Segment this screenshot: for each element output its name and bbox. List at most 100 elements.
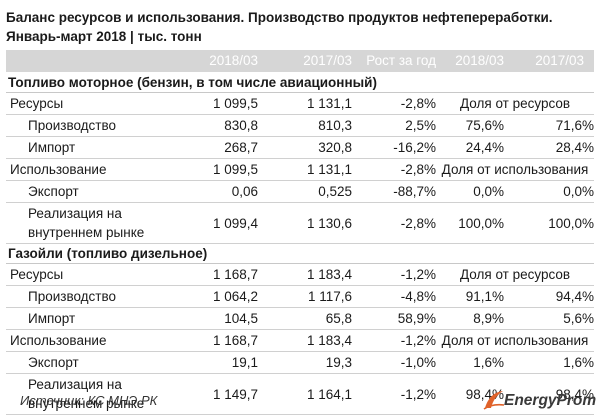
value-2017: 1 183,4 xyxy=(258,263,352,286)
growth-value: -1,2% xyxy=(352,263,436,286)
table-row: Экспорт 0,06 0,525 -88,7% 0,0% 0,0% xyxy=(6,180,595,203)
growth-value: 58,9% xyxy=(352,307,436,330)
value-2018: 1 099,4 xyxy=(156,202,258,244)
col-header-growth: Рост за год xyxy=(366,53,436,68)
row-label: Использование xyxy=(6,158,156,181)
table-row: Ресурсы 1 099,5 1 131,1 -2,8% Доля от ре… xyxy=(6,92,595,115)
row-label: Экспорт xyxy=(6,180,156,203)
growth-value: -2,8% xyxy=(352,92,436,115)
share-2018: 1,6% xyxy=(436,351,504,374)
row-label: Реализация на внутреннем рынке xyxy=(6,202,156,244)
source-note: Источник: КС МНЭ РК xyxy=(20,393,158,408)
energyprom-logo: EnergyProm xyxy=(482,386,597,414)
value-2017: 1 117,6 xyxy=(258,285,352,308)
col-header-share-2017: 2017/03 xyxy=(535,53,584,68)
value-2017: 65,8 xyxy=(258,307,352,330)
table-row: Экспорт 19,1 19,3 -1,0% 1,6% 1,6% xyxy=(6,351,595,374)
share-2018: 0,0% xyxy=(436,180,504,203)
row-label-line-1: Реализация на xyxy=(28,206,122,221)
share-2017: 71,6% xyxy=(504,114,595,137)
table-row: Использование 1 168,7 1 183,4 -1,2% Доля… xyxy=(6,329,595,352)
row-label: Импорт xyxy=(6,136,156,159)
value-2018: 1 099,5 xyxy=(156,158,258,181)
title-line-2: Январь-март 2018 | тыс. тонн xyxy=(6,29,202,44)
share-label: Доля от использования xyxy=(436,329,595,352)
value-2017: 19,3 xyxy=(258,351,352,374)
share-label: Доля от использования xyxy=(436,158,595,181)
row-label-line-2: внутреннем рынке xyxy=(28,225,145,240)
table-row: Импорт 268,7 320,8 -16,2% 24,4% 28,4% xyxy=(6,136,595,159)
share-2018: 24,4% xyxy=(436,136,504,159)
row-label: Реализация на внутреннем рынке xyxy=(6,373,156,415)
balance-table: Топливо моторное (бензин, в том числе ав… xyxy=(6,73,595,415)
footer: Источник: КС МНЭ РК EnergyProm xyxy=(0,386,600,416)
value-2018: 104,5 xyxy=(156,307,258,330)
row-label: Производство xyxy=(6,114,156,137)
share-2017: 94,4% xyxy=(504,285,595,308)
growth-value: -16,2% xyxy=(352,136,436,159)
growth-value: -2,8% xyxy=(352,202,436,244)
title-line-1: Баланс ресурсов и использования. Произво… xyxy=(6,10,553,25)
chart-title: Баланс ресурсов и использования. Произво… xyxy=(6,8,594,46)
value-2017: 320,8 xyxy=(258,136,352,159)
share-2017: 100,0% xyxy=(504,202,595,244)
row-label: Производство xyxy=(6,285,156,308)
value-2018: 830,8 xyxy=(156,114,258,137)
row-label-line-1: Реализация на xyxy=(28,377,122,392)
share-2018: 91,1% xyxy=(436,285,504,308)
value-2017: 1 131,1 xyxy=(258,158,352,181)
growth-value: -2,8% xyxy=(352,158,436,181)
share-2018: 8,9% xyxy=(436,307,504,330)
growth-value: 2,5% xyxy=(352,114,436,137)
section-header: Газойли (топливо дизельное) xyxy=(6,243,595,264)
value-2018: 1 099,5 xyxy=(156,92,258,115)
value-2018: 19,1 xyxy=(156,351,258,374)
value-2017: 1 131,1 xyxy=(258,92,352,115)
table-row: Производство 1 064,2 1 117,6 -4,8% 91,1%… xyxy=(6,285,595,308)
share-2017: 28,4% xyxy=(504,136,595,159)
logo-swoosh-icon xyxy=(483,391,505,410)
value-2018: 1 149,7 xyxy=(156,373,258,415)
share-label: Доля от ресурсов xyxy=(436,92,595,115)
value-2018: 1 064,2 xyxy=(156,285,258,308)
share-2017: 0,0% xyxy=(504,180,595,203)
column-header-bar: 2018/03 2017/03 Рост за год 2018/03 2017… xyxy=(6,50,594,72)
section-header: Топливо моторное (бензин, в том числе ав… xyxy=(6,73,595,93)
value-2018: 268,7 xyxy=(156,136,258,159)
share-2018: 100,0% xyxy=(436,202,504,244)
row-label: Экспорт xyxy=(6,351,156,374)
growth-value: -88,7% xyxy=(352,180,436,203)
section-title: Топливо моторное (бензин, в том числе ав… xyxy=(6,73,595,93)
logo-text: EnergyProm xyxy=(504,392,597,409)
table-row: Использование 1 099,5 1 131,1 -2,8% Доля… xyxy=(6,158,595,181)
value-2017: 1 183,4 xyxy=(258,329,352,352)
growth-value: -1,2% xyxy=(352,329,436,352)
share-2018: 75,6% xyxy=(436,114,504,137)
row-label: Ресурсы xyxy=(6,92,156,115)
value-2017: 0,525 xyxy=(258,180,352,203)
value-2018: 1 168,7 xyxy=(156,329,258,352)
col-header-share-2018: 2018/03 xyxy=(455,53,504,68)
row-label: Использование xyxy=(6,329,156,352)
col-header-2017: 2017/03 xyxy=(303,53,352,68)
value-2017: 1 130,6 xyxy=(258,202,352,244)
growth-value: -4,8% xyxy=(352,285,436,308)
table-row: Ресурсы 1 168,7 1 183,4 -1,2% Доля от ре… xyxy=(6,263,595,286)
value-2017: 1 164,1 xyxy=(258,373,352,415)
growth-value: -1,0% xyxy=(352,351,436,374)
growth-value: -1,2% xyxy=(352,373,436,415)
col-header-2018: 2018/03 xyxy=(209,53,258,68)
row-label-line-2: внутреннем рынке xyxy=(28,396,145,411)
value-2017: 810,3 xyxy=(258,114,352,137)
share-label: Доля от ресурсов xyxy=(436,263,595,286)
share-2017: 98,4% xyxy=(504,373,595,415)
table-row: Реализация на внутреннем рынке 1 149,7 1 … xyxy=(6,373,595,415)
row-label: Ресурсы xyxy=(6,263,156,286)
share-2017: 1,6% xyxy=(504,351,595,374)
table-row: Импорт 104,5 65,8 58,9% 8,9% 5,6% xyxy=(6,307,595,330)
value-2018: 0,06 xyxy=(156,180,258,203)
row-label: Импорт xyxy=(6,307,156,330)
table-row: Производство 830,8 810,3 2,5% 75,6% 71,6… xyxy=(6,114,595,137)
section-title: Газойли (топливо дизельное) xyxy=(6,243,595,264)
value-2018: 1 168,7 xyxy=(156,263,258,286)
